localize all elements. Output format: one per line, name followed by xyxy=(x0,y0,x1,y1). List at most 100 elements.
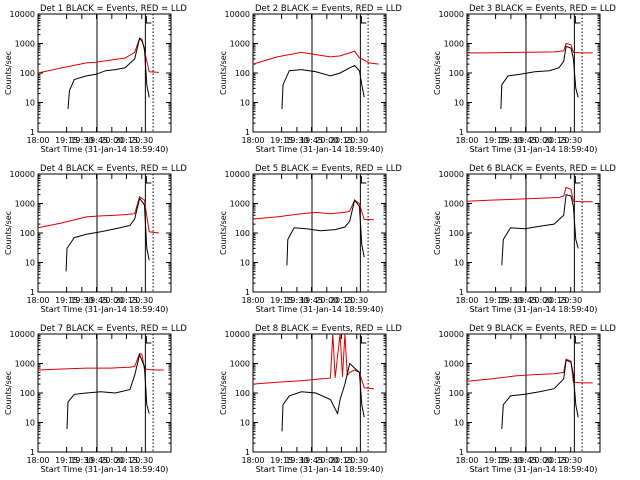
x-tick-label: 19:30 xyxy=(285,136,308,145)
plot-frame xyxy=(37,13,172,133)
y-axis-label: Counts/sec xyxy=(4,371,13,415)
y-tick-label: 1 xyxy=(30,288,35,297)
y-tick-label: 100 xyxy=(20,229,35,238)
x-tick-label: 20:00 xyxy=(315,456,338,465)
series-line-red-lld xyxy=(252,333,374,390)
x-tick-label: 18:00 xyxy=(241,136,264,145)
x-axis-label: Start Time (31-Jan-14 18:59:40) xyxy=(256,465,384,474)
y-tick-label: 100 xyxy=(449,229,464,238)
x-tick-label: 20:30 xyxy=(345,296,368,305)
y-axis-label: Counts/sec xyxy=(219,371,228,415)
x-tick-label: 20:30 xyxy=(559,456,582,465)
y-axis-label: Counts/sec xyxy=(4,51,13,95)
y-tick-label: 10 xyxy=(240,259,250,268)
x-tick-label: 20:30 xyxy=(559,296,582,305)
panel-det-6: Det 6 BLACK = Events, RED = LLD 1 10 100 100… xyxy=(433,164,616,314)
panel-det-1: Det 1 BLACK = Events, RED = LLD 1 10 100 100… xyxy=(4,4,187,154)
y-tick-label: 10000 xyxy=(10,330,35,339)
y-axis-label: Counts/sec xyxy=(433,211,442,255)
x-tick-label: 19:15 xyxy=(55,136,78,145)
x-tick-label: 18:00 xyxy=(241,456,264,465)
series-line-black-events xyxy=(286,198,365,266)
y-axis-label: Counts/sec xyxy=(433,371,442,415)
marker-bracket xyxy=(145,16,152,24)
x-tick-label: 20:30 xyxy=(345,456,368,465)
y-tick-label: 10 xyxy=(454,259,464,268)
x-tick-label: 19:30 xyxy=(499,296,522,305)
x-tick-label: 20:00 xyxy=(315,296,338,305)
plot-frame xyxy=(252,173,387,293)
chart-title: Det 5 BLACK = Events, RED = LLD xyxy=(255,164,402,174)
x-tick-label: 20:15 xyxy=(330,456,353,465)
y-tick-label: 100 xyxy=(449,389,464,398)
chart-title: Det 7 BLACK = Events, RED = LLD xyxy=(40,324,187,334)
y-tick-label: 100 xyxy=(449,69,464,78)
y-tick-label: 100 xyxy=(235,69,250,78)
y-tick-label: 1000 xyxy=(444,360,464,369)
y-tick-label: 1 xyxy=(459,448,464,457)
x-tick-label: 20:15 xyxy=(330,136,353,145)
series-line-red-lld xyxy=(37,352,164,371)
x-axis-label: Start Time (31-Jan-14 18:59:40) xyxy=(470,145,598,154)
y-tick-label: 1000 xyxy=(230,200,250,209)
panel-det-7: Det 7 BLACK = Events, RED = LLD 1 10 100 100… xyxy=(4,324,187,474)
marker-bracket xyxy=(574,176,581,184)
x-tick-label: 20:30 xyxy=(345,136,368,145)
x-tick-label: 20:15 xyxy=(115,296,138,305)
y-tick-label: 10 xyxy=(240,99,250,108)
y-tick-label: 1000 xyxy=(15,200,35,209)
x-tick-label: 20:30 xyxy=(130,456,153,465)
y-axis-label: Counts/sec xyxy=(433,51,442,95)
x-axis-label: Start Time (31-Jan-14 18:59:40) xyxy=(256,305,384,314)
series-line-red-lld xyxy=(467,42,593,54)
x-tick-label: 19:45 xyxy=(85,456,108,465)
y-axis-label: Counts/sec xyxy=(219,211,228,255)
y-tick-label: 10000 xyxy=(439,330,464,339)
x-tick-label: 19:30 xyxy=(70,456,93,465)
x-tick-label: 19:30 xyxy=(285,296,308,305)
y-tick-label: 100 xyxy=(20,69,35,78)
marker-bracket xyxy=(574,16,581,24)
y-tick-label: 1 xyxy=(245,288,250,297)
x-axis-label: Start Time (31-Jan-14 18:59:40) xyxy=(41,465,169,474)
y-tick-label: 1 xyxy=(30,448,35,457)
y-tick-label: 1 xyxy=(30,128,35,137)
series-line-black-events xyxy=(500,45,579,110)
series-line-black-events xyxy=(281,64,365,110)
x-tick-label: 20:00 xyxy=(529,296,552,305)
y-tick-label: 1 xyxy=(459,128,464,137)
x-axis-label: Start Time (31-Jan-14 18:59:40) xyxy=(41,305,169,314)
y-tick-label: 10 xyxy=(454,419,464,428)
x-tick-label: 19:30 xyxy=(285,456,308,465)
y-tick-label: 10000 xyxy=(439,170,464,179)
y-tick-label: 1000 xyxy=(15,40,35,49)
x-tick-label: 20:15 xyxy=(544,456,567,465)
marker-bracket xyxy=(360,336,367,344)
series-line-red-lld xyxy=(466,358,593,384)
chart-title: Det 3 BLACK = Events, RED = LLD xyxy=(469,4,616,14)
series-line-red-lld xyxy=(37,195,159,234)
x-axis-label: Start Time (31-Jan-14 18:59:40) xyxy=(256,145,384,154)
y-tick-label: 1 xyxy=(245,128,250,137)
x-tick-label: 20:00 xyxy=(529,456,552,465)
plot-frame xyxy=(37,173,172,293)
panel-det-5: Det 5 BLACK = Events, RED = LLD 1 10 100 100… xyxy=(219,164,402,314)
x-tick-label: 20:00 xyxy=(100,456,123,465)
x-tick-label: 19:15 xyxy=(484,136,507,145)
y-tick-label: 100 xyxy=(20,389,35,398)
y-tick-label: 10 xyxy=(240,419,250,428)
plot-frame xyxy=(37,333,172,453)
series-line-black-events xyxy=(65,197,150,272)
series-line-red-lld xyxy=(37,37,159,74)
chart-title: Det 8 BLACK = Events, RED = LLD xyxy=(255,324,402,334)
x-tick-label: 19:15 xyxy=(270,456,293,465)
panel-det-9: Det 9 BLACK = Events, RED = LLD 1 10 100 100… xyxy=(433,324,616,474)
y-tick-label: 10000 xyxy=(225,330,250,339)
series-line-black-events xyxy=(281,362,365,432)
chart-title: Det 2 BLACK = Events, RED = LLD xyxy=(255,4,402,14)
x-tick-label: 19:15 xyxy=(270,296,293,305)
panel-det-3: Det 3 BLACK = Events, RED = LLD 1 10 100 100… xyxy=(433,4,616,154)
y-tick-label: 10 xyxy=(25,259,35,268)
series-line-black-events xyxy=(501,193,579,266)
x-tick-label: 19:45 xyxy=(85,296,108,305)
